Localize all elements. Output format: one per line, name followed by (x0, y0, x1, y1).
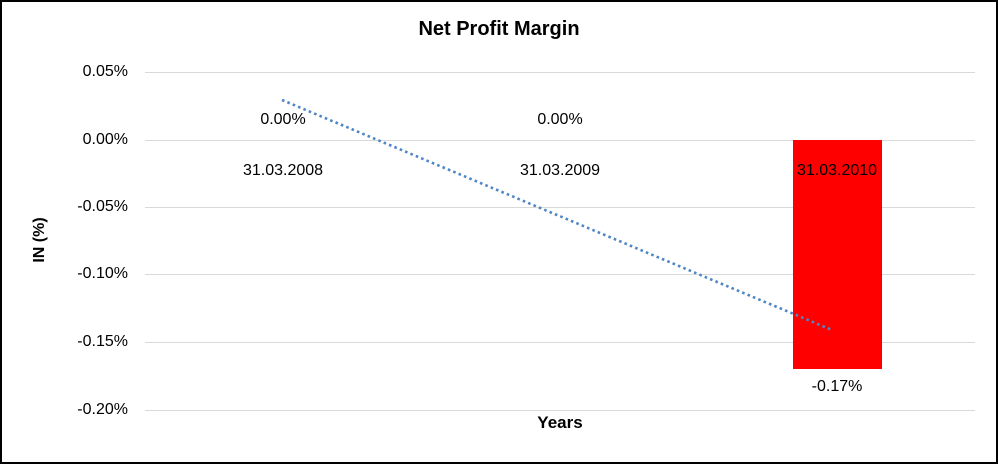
x-axis-title: Years (537, 413, 583, 432)
y-tick-label: 0.05% (82, 63, 128, 80)
y-axis-title: IN (%) (31, 217, 48, 263)
gridline (145, 72, 975, 73)
gridline (145, 410, 975, 411)
gridline (145, 342, 975, 343)
data-label-2008: 0.00% (260, 111, 306, 128)
data-label-2009: 0.00% (537, 111, 583, 128)
y-tick-label: -0.10% (77, 265, 128, 282)
chart-title: Net Profit Margin (418, 18, 580, 40)
x-category-label-2008: 31.03.2008 (242, 162, 324, 179)
x-category-label-2010: 31.03.2010 (796, 162, 878, 179)
data-label-2010: -0.17% (811, 378, 863, 395)
y-tick-label: -0.15% (77, 333, 128, 350)
x-category-label-2009: 31.03.2009 (519, 162, 601, 179)
trendline (281, 98, 833, 332)
y-tick-label: 0.00% (82, 131, 128, 148)
y-tick-label: -0.05% (77, 198, 128, 215)
y-tick-label: -0.20% (77, 401, 128, 418)
